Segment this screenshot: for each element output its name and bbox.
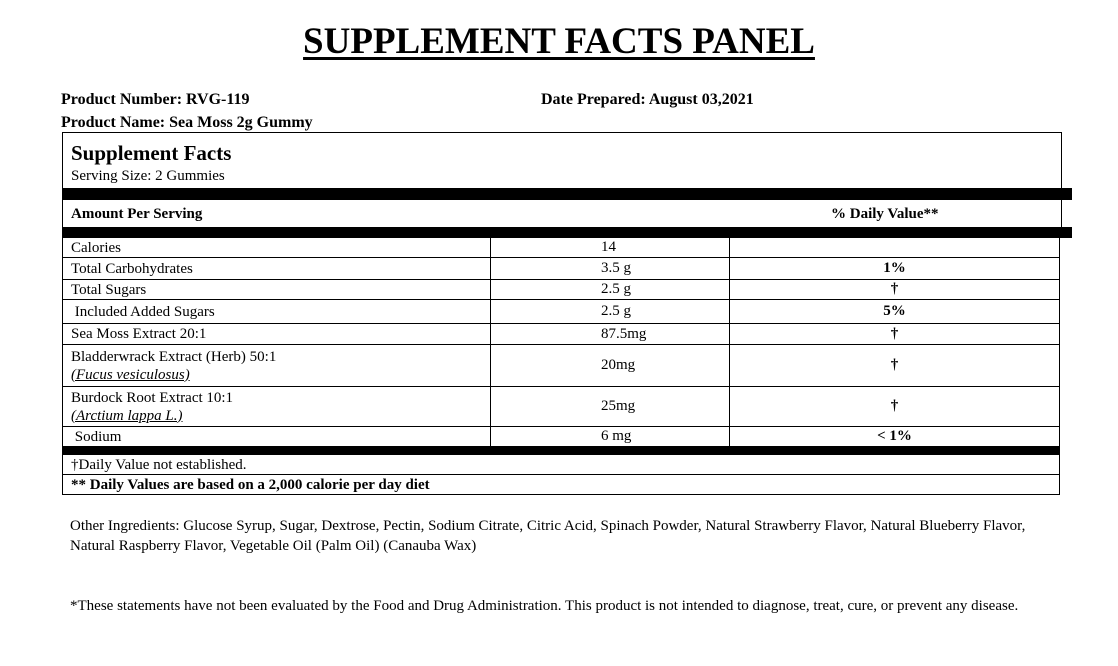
dv-header: % Daily Value** xyxy=(831,206,939,222)
amount-cell: 2.5 g xyxy=(490,300,729,323)
footnote-row: ** Daily Values are based on a 2,000 cal… xyxy=(62,475,1060,495)
page-title: SUPPLEMENT FACTS PANEL xyxy=(303,21,815,62)
thick-divider xyxy=(62,188,1072,200)
date-prepared: Date Prepared: August 03,2021 xyxy=(541,91,754,108)
footnote-dv: ** Daily Values are based on a 2,000 cal… xyxy=(71,476,430,493)
table-row: Total Carbohydrates 3.5 g 1% xyxy=(62,258,1060,280)
nutrient-name-cell: Total Sugars xyxy=(63,280,490,299)
table-row: Included Added Sugars 2.5 g 5% xyxy=(62,300,1060,324)
nutrient-latin-name: (Arctium lappa L.) xyxy=(71,407,183,424)
amount-cell: 87.5mg xyxy=(490,324,729,344)
amount-cell: 6 mg xyxy=(490,427,729,446)
footnote-row: †Daily Value not established. xyxy=(62,455,1060,475)
nutrient-name: Total Sugars xyxy=(71,281,147,298)
amount-cell: 2.5 g xyxy=(490,280,729,299)
nutrient-name-cell: Sodium xyxy=(63,427,490,446)
footnote-dagger: †Daily Value not established. xyxy=(71,456,247,473)
nutrient-name: Sea Moss Extract 20:1 xyxy=(71,326,207,342)
panel-heading: Supplement Facts xyxy=(71,141,232,165)
amount-header: Amount Per Serving xyxy=(71,206,203,222)
nutrient-name-cell: Sea Moss Extract 20:1 xyxy=(63,324,490,344)
table-row: Total Sugars 2.5 g † xyxy=(62,280,1060,300)
product-number: Product Number: RVG-119 xyxy=(61,91,250,108)
nutrient-name: Total Carbohydrates xyxy=(71,260,193,277)
table-row: Bladderwrack Extract (Herb) 50:1 (Fucus v… xyxy=(62,345,1060,387)
other-ingredients: Other Ingredients: Glucose Syrup, Sugar,… xyxy=(70,518,1026,554)
nutrient-name: Sodium xyxy=(71,428,122,445)
amount-cell: 3.5 g xyxy=(490,258,729,279)
nutrient-name: Burdock Root Extract 10:1 xyxy=(71,389,234,406)
thick-divider xyxy=(62,227,1072,238)
daily-value-cell: 1% xyxy=(729,258,1059,279)
panel-header: Supplement Facts Serving Size: 2 Gummies xyxy=(62,132,1062,189)
nutrient-name-cell: Included Added Sugars xyxy=(63,300,490,323)
amount-cell: 14 xyxy=(490,238,729,257)
table-row: Sea Moss Extract 20:1 87.5mg † xyxy=(62,324,1060,345)
amount-cell: 25mg xyxy=(490,387,729,426)
amount-cell: 20mg xyxy=(490,345,729,386)
nutrient-name-cell: Total Carbohydrates xyxy=(63,258,490,279)
table-row: Sodium 6 mg < 1% xyxy=(62,427,1060,447)
daily-value-cell: 5% xyxy=(729,300,1059,323)
product-name: Product Name: Sea Moss 2g Gummy xyxy=(61,114,313,131)
nutrient-name: Calories xyxy=(71,239,121,256)
fda-disclaimer: *These statements have not been evaluate… xyxy=(70,598,1019,614)
daily-value-cell: † xyxy=(729,345,1059,386)
daily-value-cell: † xyxy=(729,324,1059,344)
nutrient-name-cell: Bladderwrack Extract (Herb) 50:1 (Fucus v… xyxy=(63,345,490,386)
nutrient-latin-name: (Fucus vesiculosus) xyxy=(71,366,190,383)
nutrient-name: Included Added Sugars xyxy=(71,303,215,320)
daily-value-cell: < 1% xyxy=(729,427,1059,446)
table-row: Calories 14 xyxy=(62,238,1060,258)
table-row: Burdock Root Extract 10:1 (Arctium lappa … xyxy=(62,387,1060,427)
nutrient-name-cell: Burdock Root Extract 10:1 (Arctium lappa … xyxy=(63,387,490,426)
thick-divider xyxy=(62,447,1060,455)
nutrient-name: Bladderwrack Extract (Herb) 50:1 xyxy=(71,348,277,365)
daily-value-cell xyxy=(729,238,1059,257)
daily-value-cell: † xyxy=(729,387,1059,426)
amount-header-row: Amount Per Serving % Daily Value** xyxy=(62,200,1062,227)
serving-size: Serving Size: 2 Gummies xyxy=(71,168,225,184)
daily-value-cell: † xyxy=(729,280,1059,299)
nutrient-name-cell: Calories xyxy=(63,238,490,257)
